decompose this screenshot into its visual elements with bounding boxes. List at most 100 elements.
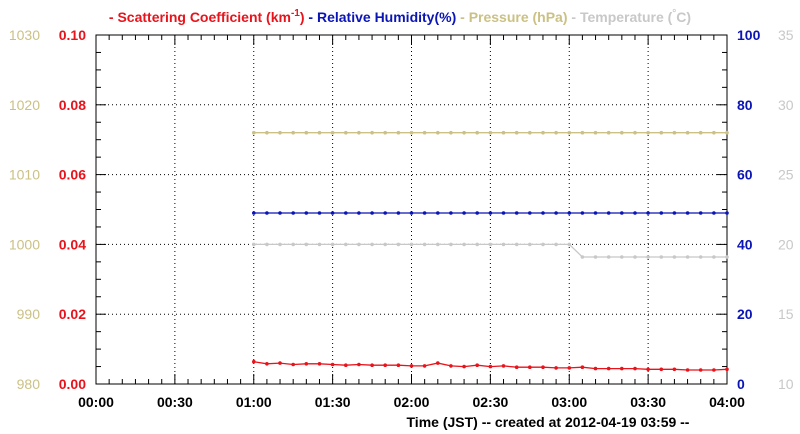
legend-item-3-label: Temperature ( [580, 9, 673, 25]
series-point-temperature-23 [554, 242, 558, 247]
series-point-temperature-5 [317, 242, 322, 247]
series-point-scattering-1 [265, 362, 269, 366]
series-point-pressure-29 [633, 130, 637, 135]
series-point-humidity-21 [528, 211, 532, 215]
series-point-humidity-14 [436, 211, 440, 215]
series-point-humidity-8 [357, 211, 361, 215]
series-point-scattering-32 [672, 367, 677, 372]
series-point-scattering-25 [580, 365, 585, 370]
temperature-tick-label-5: 10 [778, 376, 794, 392]
series-point-scattering-19 [501, 364, 506, 368]
series-point-humidity-32 [672, 211, 677, 215]
x-tick-label-6: 03:00 [551, 394, 587, 410]
pressure-tick-label-0: 1030 [9, 27, 40, 43]
series-point-pressure-3 [291, 130, 296, 135]
legend-text: - Scattering Coefficient (km-1) - Relati… [109, 8, 691, 25]
series-point-humidity-24 [567, 211, 572, 215]
series-point-pressure-0 [252, 130, 256, 135]
series-point-humidity-34 [698, 211, 703, 215]
x-tick-label-0: 00:00 [78, 394, 114, 410]
x-tick-label-8: 04:00 [709, 394, 745, 410]
series-point-pressure-25 [580, 130, 585, 135]
series-point-temperature-19 [501, 242, 506, 247]
series-point-temperature-7 [344, 242, 348, 247]
series-point-humidity-3 [291, 211, 296, 215]
series-point-temperature-14 [436, 242, 440, 247]
series-point-humidity-25 [580, 211, 585, 215]
series-point-temperature-30 [646, 255, 650, 259]
temperature-tick-label-2: 25 [778, 167, 794, 183]
humidity-tick-label-0: 100 [737, 27, 761, 43]
series-point-pressure-27 [606, 130, 611, 135]
scattering-tick-label-0: 0.10 [59, 27, 86, 43]
tick-labels: 00:00 00:30 01:00 01:30 02:00 02:30 03:00 03:30… [9, 27, 794, 410]
humidity-tick-label-1: 80 [737, 97, 753, 113]
series-point-scattering-8 [357, 362, 361, 367]
series-point-scattering-17 [475, 363, 480, 368]
series-point-scattering-31 [659, 367, 664, 372]
series-point-temperature-29 [633, 255, 637, 259]
series-point-pressure-19 [501, 130, 506, 135]
series-point-temperature-11 [396, 242, 401, 247]
series-point-scattering-24 [567, 366, 572, 370]
series-point-humidity-31 [659, 211, 664, 215]
series-point-humidity-7 [344, 211, 348, 215]
series-point-pressure-5 [317, 130, 322, 135]
scattering-tick-label-2: 0.06 [59, 167, 86, 183]
series-point-temperature-34 [698, 255, 703, 259]
series-point-temperature-26 [593, 255, 598, 259]
series-point-scattering-35 [712, 368, 716, 372]
series-point-scattering-6 [330, 362, 335, 367]
series-point-pressure-18 [488, 130, 493, 135]
series-point-temperature-8 [357, 242, 361, 247]
series-point-temperature-33 [685, 255, 690, 259]
series-point-humidity-36 [725, 211, 729, 215]
series-point-temperature-25 [580, 255, 585, 259]
series-point-temperature-21 [528, 242, 532, 247]
series-point-pressure-8 [357, 130, 361, 135]
series-point-pressure-33 [685, 130, 690, 135]
series-point-humidity-28 [620, 211, 624, 215]
series-point-scattering-36 [725, 367, 729, 372]
grid [96, 35, 727, 384]
series-point-humidity-20 [514, 211, 519, 215]
series-point-humidity-35 [712, 211, 716, 215]
series-point-temperature-20 [514, 242, 519, 247]
pressure-tick-label-5: 980 [17, 376, 41, 392]
series-point-humidity-9 [370, 211, 374, 215]
series-point-temperature-36 [725, 255, 729, 259]
series-point-temperature-31 [659, 255, 664, 259]
humidity-tick-label-4: 20 [737, 306, 753, 322]
x-tick-label-4: 02:00 [394, 394, 430, 410]
series-point-humidity-29 [633, 211, 637, 215]
series-point-scattering-11 [396, 363, 401, 368]
series-point-pressure-9 [370, 130, 374, 135]
series-point-pressure-10 [383, 130, 388, 135]
series-point-pressure-28 [620, 130, 624, 135]
series-point-pressure-24 [567, 130, 572, 135]
series-point-temperature-10 [383, 242, 388, 247]
legend-item-2-dash: - [456, 9, 468, 25]
series-point-temperature-22 [541, 242, 545, 247]
series-point-temperature-1 [265, 242, 269, 247]
series-point-scattering-27 [606, 366, 611, 371]
legend-item-0-superscript: -1 [291, 8, 300, 19]
humidity-tick-label-3: 40 [737, 236, 753, 252]
series-point-humidity-6 [330, 211, 335, 215]
series-point-humidity-13 [422, 211, 427, 215]
series-point-scattering-15 [449, 364, 453, 368]
series-point-humidity-23 [554, 211, 558, 215]
x-tick-label-2: 01:00 [236, 394, 272, 410]
series-point-scattering-3 [291, 362, 296, 367]
series-point-humidity-26 [593, 211, 598, 215]
series-point-pressure-7 [344, 130, 348, 135]
series-point-pressure-12 [409, 130, 414, 135]
x-tick-label-7: 03:30 [630, 394, 666, 410]
series-point-pressure-2 [278, 130, 282, 135]
series-point-pressure-23 [554, 130, 558, 135]
legend-item-1-dash: - [305, 9, 317, 25]
series-point-temperature-24 [567, 242, 572, 247]
series-point-pressure-11 [396, 130, 401, 135]
series-point-pressure-1 [265, 130, 269, 135]
temperature-tick-label-4: 15 [778, 306, 794, 322]
